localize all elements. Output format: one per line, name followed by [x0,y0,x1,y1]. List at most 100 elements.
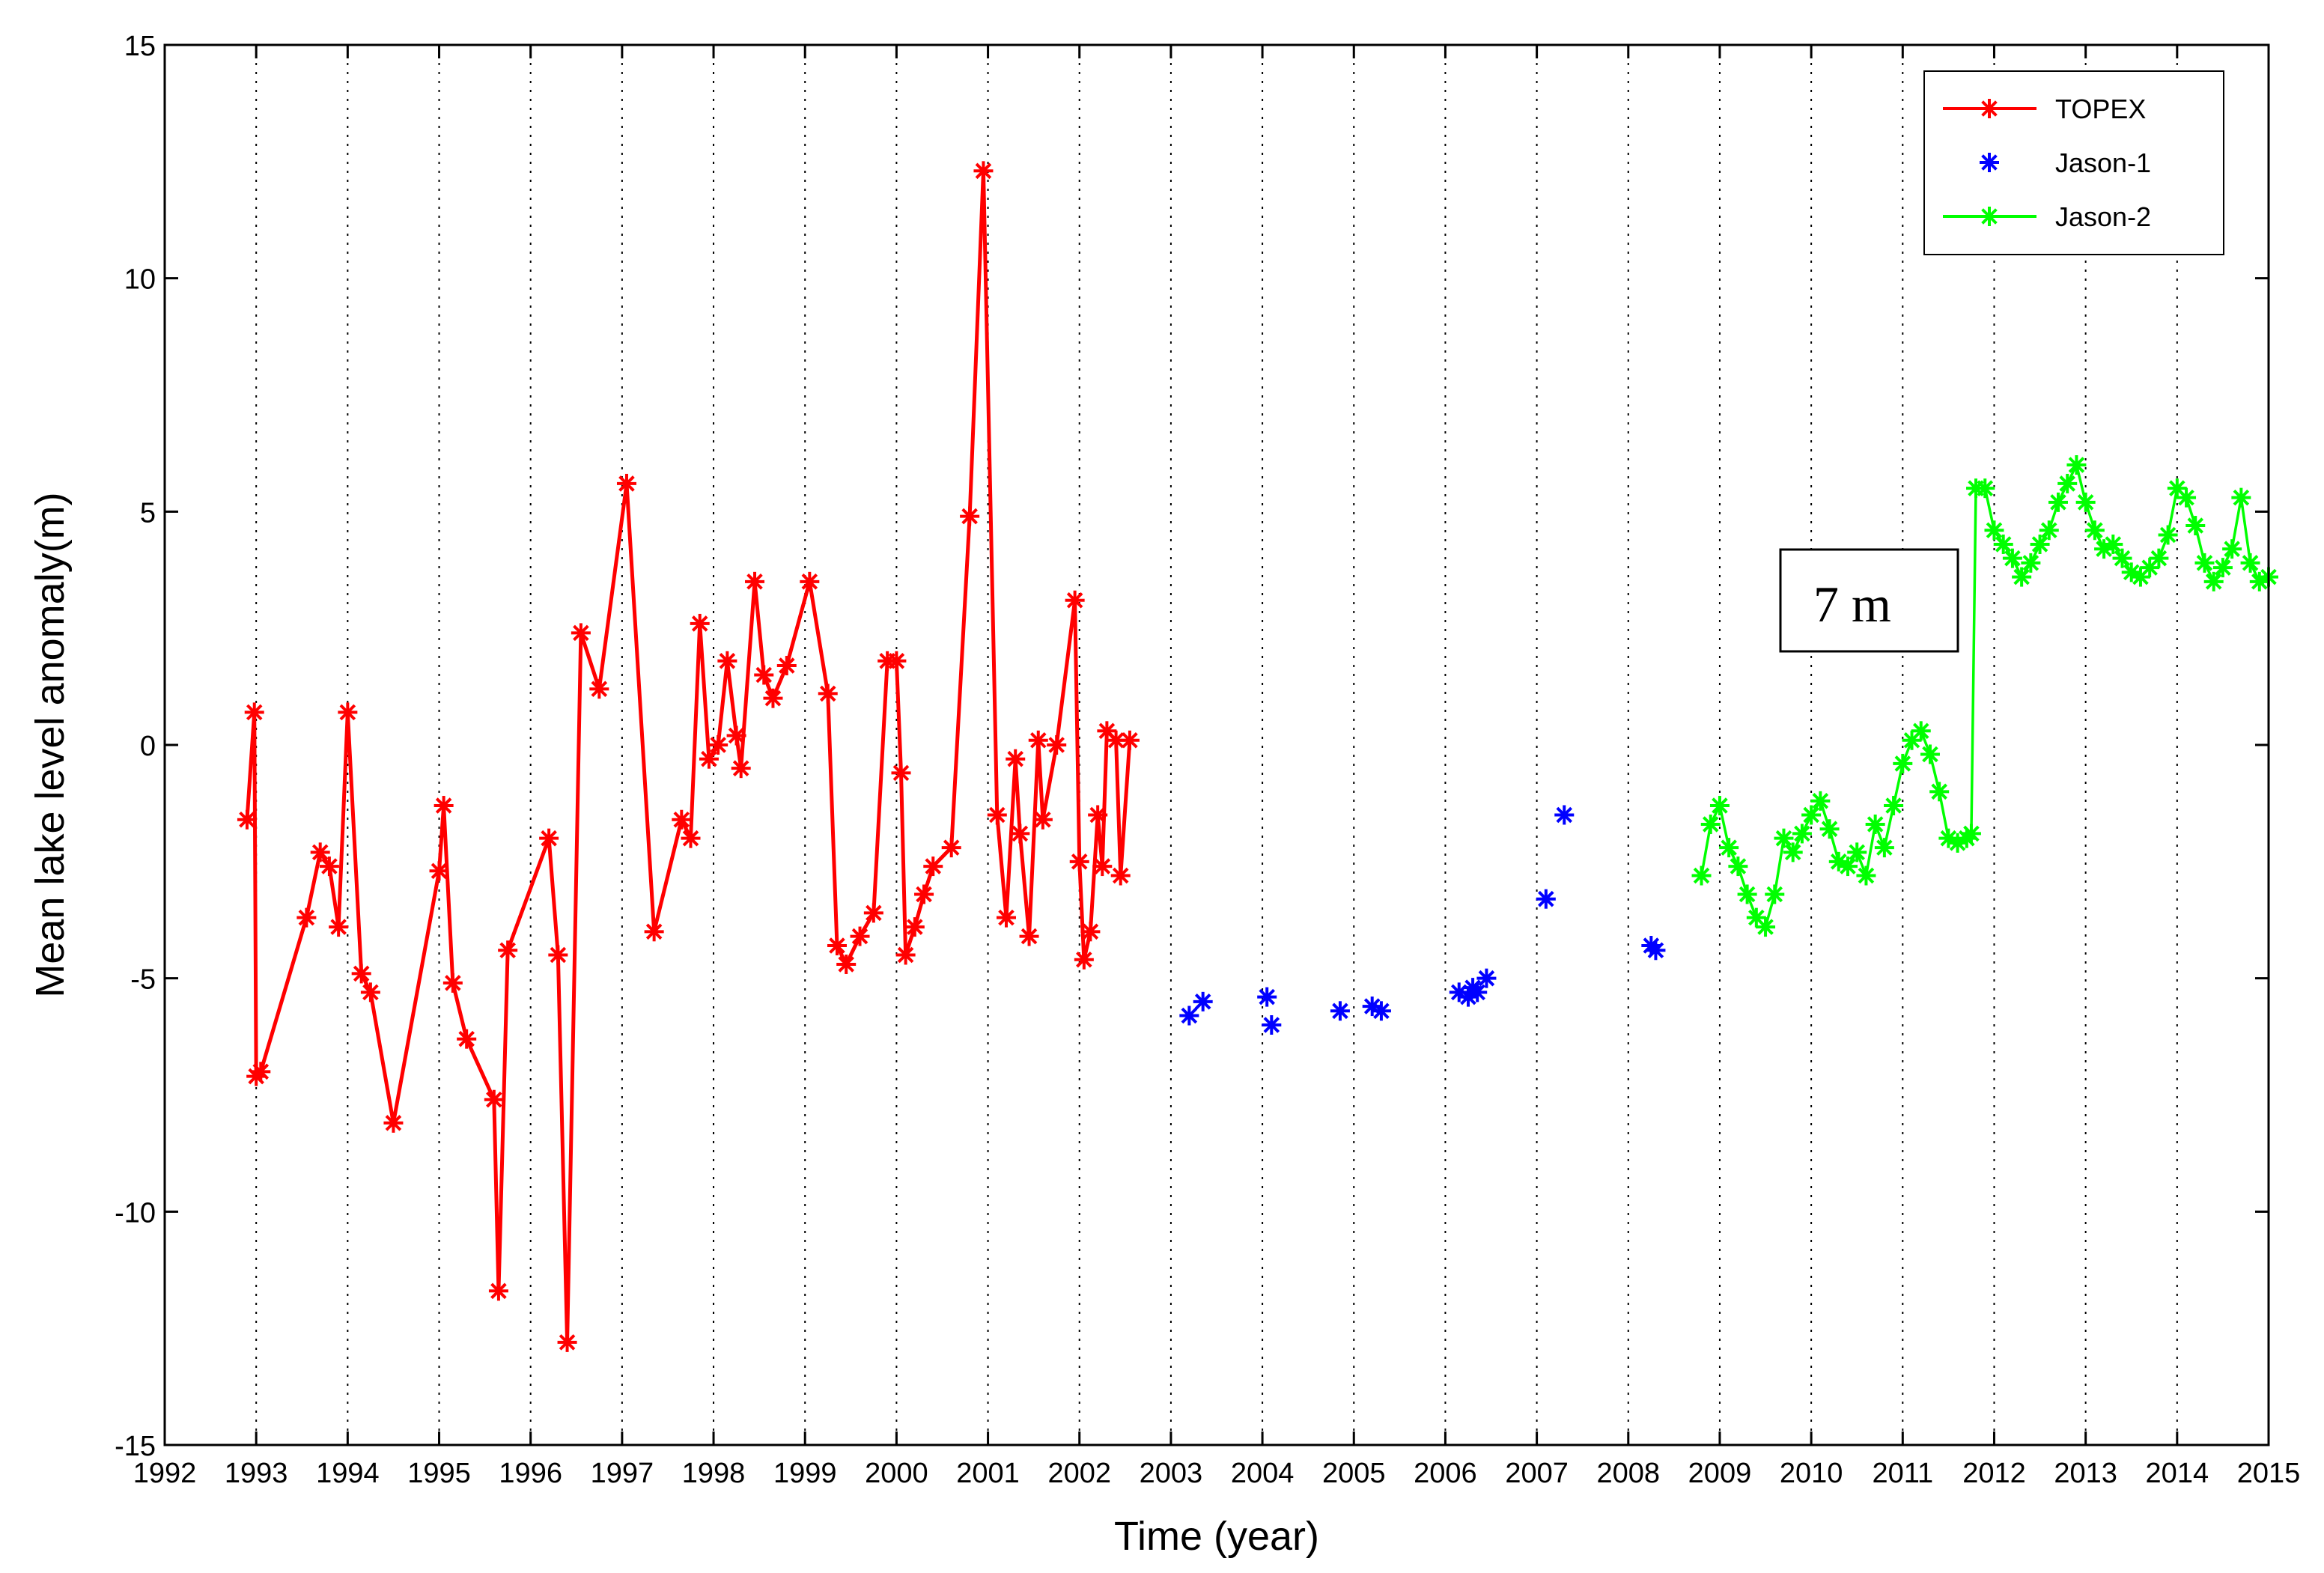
data-point-topex [1074,949,1094,970]
data-point-topex [616,473,636,493]
legend-label-jason-1: Jason-1 [2055,147,2151,178]
data-point-topex [827,936,847,956]
data-point-jason-2 [2057,473,2078,493]
data-point-topex [681,828,701,848]
series-layer [237,161,2278,1352]
data-point-jason-2 [1929,782,1950,802]
data-point-jason-2 [1984,520,2004,541]
series-line-topex [245,168,1132,1345]
x-tick-label: 1999 [773,1458,837,1489]
data-point-topex [1088,805,1108,825]
annotation-box [1779,548,1959,653]
data-point-jason-1 [1257,987,1277,1007]
data-point-topex [329,917,349,937]
data-point-topex [571,623,591,643]
data-point-jason-2 [1856,865,1876,886]
x-tick-label: 2005 [1322,1458,1386,1489]
data-point-topex [987,805,1007,825]
x-tick-label: 2002 [1047,1458,1111,1489]
data-point-jason-2 [1719,838,1739,858]
y-axis-title: Mean lake level anomaly(m) [28,492,73,997]
y-tick-label: 0 [140,731,156,762]
data-point-topex [539,828,559,848]
data-point-topex [589,679,609,699]
data-point-topex [457,1029,477,1049]
data-point-jason-1 [1646,940,1666,961]
data-point-jason-2 [1884,796,1904,816]
data-point-topex [895,945,916,965]
data-point-jason-2 [2112,548,2132,568]
x-tick-label: 2011 [1872,1458,1933,1489]
data-point-jason-2 [1792,824,1812,844]
data-point-topex [434,796,454,816]
data-point-topex [800,571,820,591]
x-tick-label: 1995 [407,1458,471,1489]
data-point-jason-2 [1810,791,1831,811]
data-point-jason-2 [1838,857,1858,877]
data-point-jason-1 [1330,1001,1350,1021]
data-point-topex [699,749,719,769]
data-point-topex [383,1113,404,1133]
y-tick-label: -15 [115,1431,156,1462]
data-point-jason-1 [1179,1005,1199,1026]
data-point-topex [973,161,994,181]
y-tick-label: 10 [124,264,156,296]
data-point-jason-2 [2021,553,2041,573]
data-point-jason-2 [1691,865,1712,886]
data-point-jason-2 [1774,828,1794,848]
x-tick-label: 1994 [316,1458,380,1489]
data-point-topex [1065,590,1085,610]
data-point-topex [763,688,783,708]
x-tick-label: 2010 [1780,1458,1843,1489]
x-tick-label: 1993 [225,1458,288,1489]
data-point-jason-2 [2177,487,2197,508]
data-point-topex [672,809,692,830]
legend-label-topex: TOPEX [2055,94,2146,124]
data-point-jason-1 [1554,805,1575,825]
x-tick-label: 2015 [2237,1458,2301,1489]
data-point-topex [644,922,664,942]
data-point-topex [310,842,330,862]
data-point-topex [488,1281,508,1301]
x-tick-label: 2008 [1597,1458,1661,1489]
data-point-jason-2 [2222,539,2242,559]
x-tick-label: 2004 [1231,1458,1295,1489]
data-point-jason-1 [1536,889,1556,909]
data-point-topex [1069,851,1089,871]
data-point-jason-2 [2039,520,2059,541]
data-point-jason-2 [2084,520,2105,541]
data-point-jason-2 [1847,842,1867,862]
data-point-topex [904,917,925,937]
data-point-topex [914,884,934,904]
data-point-topex [360,982,380,1002]
x-tick-label: 2014 [2146,1458,2209,1489]
data-point-topex [484,1089,504,1110]
y-tick-label: 5 [140,497,156,529]
data-point-jason-2 [2149,548,2169,568]
data-point-topex [1110,865,1131,886]
x-tick-label: 2001 [956,1458,1020,1489]
data-point-topex [442,973,463,993]
data-point-topex [717,651,737,671]
data-point-topex [1010,824,1030,844]
data-point-jason-2 [1765,884,1785,904]
data-point-topex [941,838,961,858]
legend-label-jason-2: Jason-2 [2055,201,2151,232]
data-point-topex [1092,857,1113,877]
legend-marker-jason-1 [1980,153,1999,172]
data-point-jason-2 [1737,884,1757,904]
data-point-jason-2 [2212,558,2233,578]
data-point-topex [923,857,943,877]
data-point-jason-2 [1920,744,1940,764]
data-point-jason-2 [2066,455,2087,475]
y-tick-label: 15 [124,31,156,62]
data-point-topex [891,763,911,783]
data-point-jason-2 [2002,548,2022,568]
data-point-jason-2 [1961,824,1981,844]
data-point-topex [1047,735,1067,755]
data-point-jason-2 [1865,814,1885,834]
data-point-topex [244,702,264,722]
data-point-jason-2 [2194,553,2215,573]
legend-box [1923,70,2224,255]
